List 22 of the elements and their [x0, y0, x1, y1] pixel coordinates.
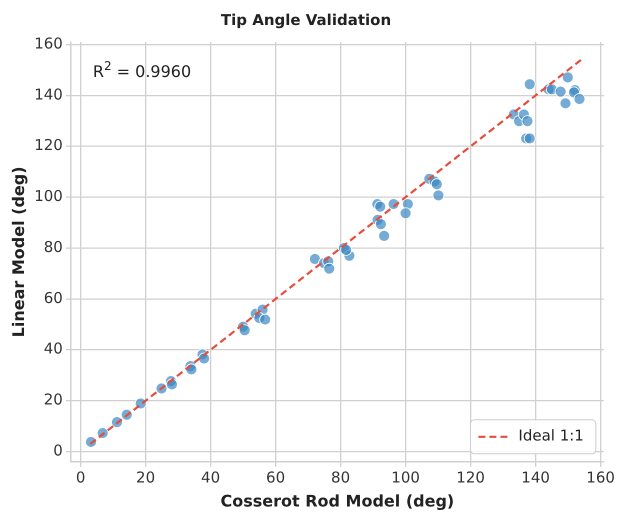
chart-title: Tip Angle Validation [220, 10, 392, 29]
y-tick-label: 40 [44, 340, 63, 358]
y-tick-label: 80 [44, 238, 63, 256]
legend-label: Ideal 1:1 [518, 426, 584, 445]
y-tick-label: 160 [34, 34, 63, 52]
y-tick-label: 120 [34, 136, 63, 154]
y-tick-label: 140 [34, 85, 63, 104]
x-tick-label: 60 [266, 468, 286, 487]
x-tick-label: 40 [201, 468, 220, 487]
y-tick-label: 20 [44, 390, 63, 409]
x-tick-label: 100 [391, 468, 420, 487]
x-tick-label: 20 [136, 468, 156, 487]
y-tick-label: 0 [53, 442, 63, 460]
x-tick-label: 140 [521, 468, 550, 487]
y-tick-label: 60 [44, 288, 63, 307]
x-tick-label: 160 [586, 468, 615, 487]
x-axis-title: Cosserot Rod Model (deg) [220, 492, 454, 511]
x-tick-label: 120 [456, 468, 485, 487]
x-tick-label: 0 [76, 468, 86, 487]
y-tick-label: 100 [34, 187, 63, 206]
x-tick-label: 80 [331, 468, 350, 487]
y-axis-title: Linear Model (deg) [8, 166, 28, 338]
